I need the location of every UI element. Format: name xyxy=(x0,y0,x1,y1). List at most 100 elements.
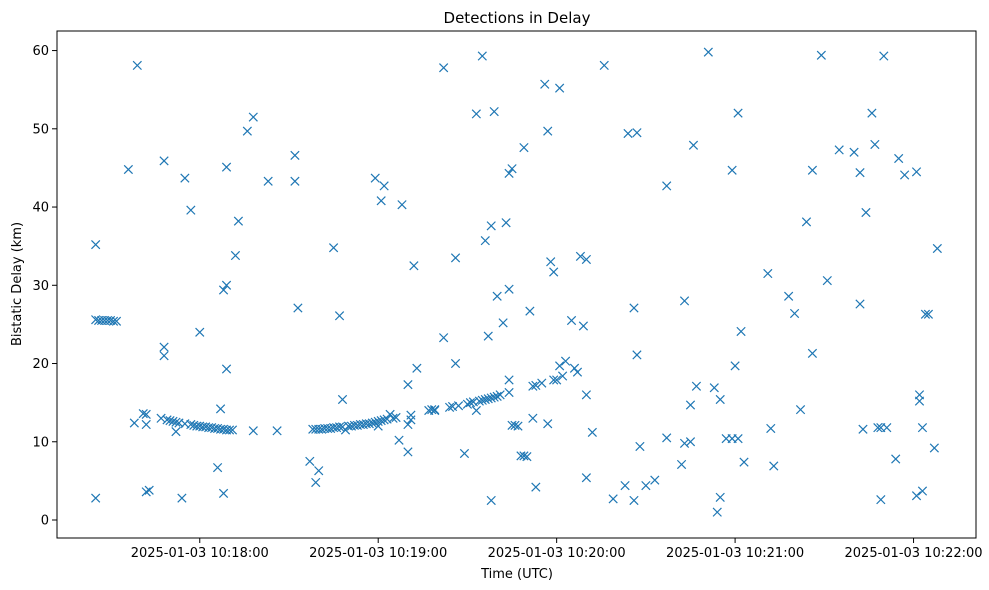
data-point xyxy=(870,139,880,150)
data-point xyxy=(566,315,577,326)
data-point xyxy=(132,60,142,71)
data-point xyxy=(917,486,928,496)
data-point xyxy=(293,303,303,313)
data-point xyxy=(471,405,481,416)
data-point xyxy=(159,351,169,361)
data-point xyxy=(186,205,196,215)
data-point xyxy=(504,284,514,294)
data-point xyxy=(221,280,232,290)
data-point xyxy=(679,296,690,306)
x-tick-label: 2025-01-03 10:22:00 xyxy=(845,546,983,561)
data-point xyxy=(736,326,746,337)
data-point xyxy=(91,493,101,503)
data-point xyxy=(531,380,541,391)
data-point xyxy=(138,408,148,419)
data-point xyxy=(171,426,181,437)
data-point xyxy=(186,419,196,430)
data-point xyxy=(385,409,395,420)
y-axis: 0 10 20 30 40 50 60 xyxy=(32,44,57,529)
data-point xyxy=(834,145,844,155)
data-point xyxy=(439,333,449,343)
data-point xyxy=(486,495,496,506)
x-axis: 2025-01-03 10:18:00 2025-01-03 10:19:00 20… xyxy=(131,538,983,561)
data-point xyxy=(691,381,702,391)
data-point xyxy=(849,147,859,157)
data-point xyxy=(483,331,493,341)
data-point xyxy=(337,394,348,405)
data-point xyxy=(108,316,119,326)
data-point xyxy=(528,413,538,423)
data-point xyxy=(459,448,470,459)
data-point xyxy=(480,394,490,405)
data-point xyxy=(403,419,413,430)
data-point xyxy=(290,176,300,186)
data-point xyxy=(629,303,639,313)
data-point xyxy=(923,309,934,319)
data-point xyxy=(489,106,499,117)
x-tick-label: 2025-01-03 10:18:00 xyxy=(131,546,269,561)
data-point xyxy=(391,412,401,423)
data-point xyxy=(376,416,386,426)
data-point xyxy=(540,79,550,89)
data-point xyxy=(248,112,258,122)
data-point xyxy=(891,454,901,464)
data-point xyxy=(129,418,139,428)
data-point xyxy=(111,316,122,326)
data-point xyxy=(406,410,416,420)
data-point xyxy=(364,419,374,429)
data-point xyxy=(501,218,511,228)
y-tick-label: 0 xyxy=(41,514,49,529)
data-point xyxy=(855,299,865,309)
data-point xyxy=(406,415,416,425)
data-point xyxy=(159,156,169,166)
data-point xyxy=(715,492,725,502)
x-tick-label: 2025-01-03 10:19:00 xyxy=(309,546,447,561)
data-point xyxy=(91,239,101,250)
data-point xyxy=(397,200,407,210)
data-point xyxy=(676,459,687,470)
data-point xyxy=(290,150,300,161)
data-point xyxy=(492,291,502,301)
data-point xyxy=(662,181,672,191)
data-point xyxy=(224,425,235,435)
data-point xyxy=(620,480,630,491)
data-point xyxy=(141,419,151,430)
data-point xyxy=(623,128,633,139)
data-point xyxy=(162,415,172,425)
data-point xyxy=(439,63,449,73)
x-axis-label: Time (UTC) xyxy=(480,567,553,582)
data-point xyxy=(480,236,490,246)
data-point xyxy=(394,435,404,445)
data-point xyxy=(911,491,922,501)
data-point xyxy=(917,423,928,433)
data-point xyxy=(795,405,806,415)
data-point xyxy=(525,306,535,316)
data-point xyxy=(221,162,232,172)
data-point xyxy=(546,257,556,267)
data-point xyxy=(629,495,639,506)
data-point xyxy=(822,275,832,286)
data-points xyxy=(91,47,942,517)
data-point xyxy=(635,441,645,452)
data-point xyxy=(504,168,514,179)
data-point xyxy=(882,423,892,433)
data-point xyxy=(165,416,175,426)
data-point xyxy=(218,488,229,499)
data-point xyxy=(168,416,178,427)
data-point xyxy=(899,170,910,180)
y-tick-label: 30 xyxy=(32,279,49,294)
data-point xyxy=(727,165,737,175)
x-tick-label: 2025-01-03 10:21:00 xyxy=(666,546,804,561)
data-point xyxy=(685,437,696,447)
data-point xyxy=(507,164,517,174)
data-point xyxy=(688,140,699,150)
y-tick-label: 10 xyxy=(32,435,49,450)
data-point xyxy=(513,421,523,431)
data-point xyxy=(581,254,592,265)
data-point xyxy=(807,165,818,175)
data-point xyxy=(230,250,241,261)
data-point xyxy=(578,321,589,331)
y-tick-label: 60 xyxy=(32,44,49,59)
data-point xyxy=(858,424,868,434)
data-point xyxy=(920,309,931,319)
